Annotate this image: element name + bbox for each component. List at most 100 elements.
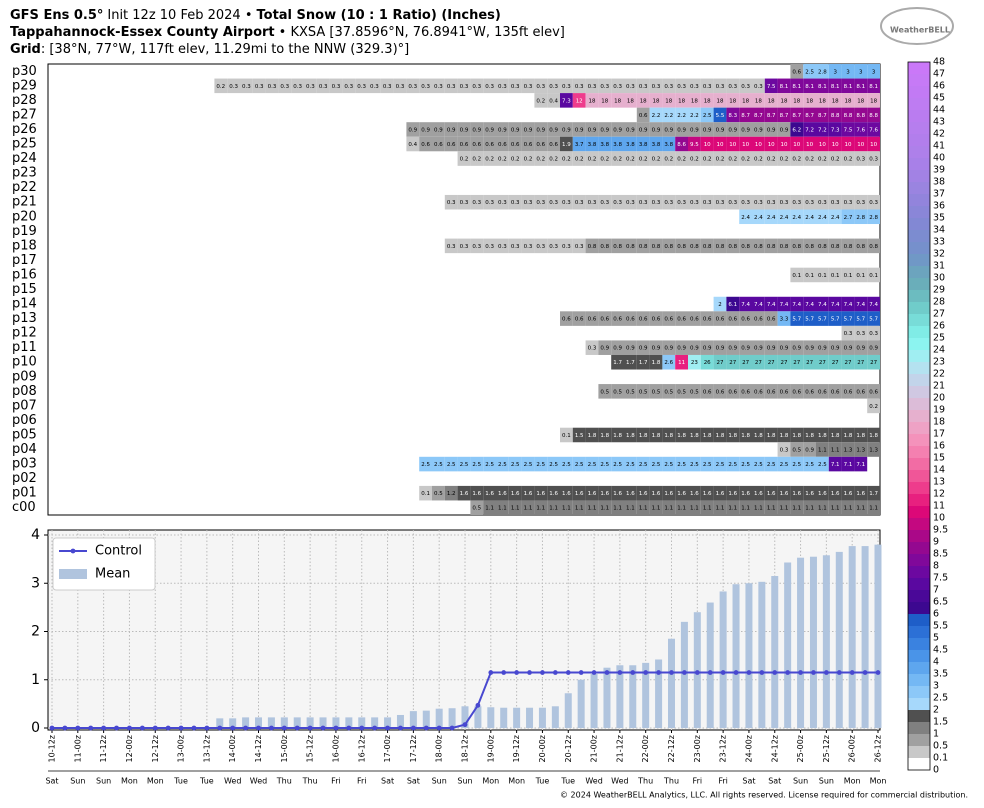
- cell: [636, 384, 650, 399]
- cell: [816, 107, 829, 123]
- colorbar-label: 31: [933, 261, 945, 272]
- cell: [713, 107, 727, 123]
- cell-label: 1.6: [703, 491, 712, 497]
- cell: [816, 194, 829, 210]
- colorbar-segment: [908, 158, 930, 170]
- cell: [867, 194, 880, 210]
- bar: [384, 717, 392, 728]
- cell: [598, 136, 612, 152]
- line-point: [746, 670, 752, 675]
- line-point: [385, 725, 390, 731]
- cell-label: 0.3: [549, 200, 558, 206]
- cell-label: 0.2: [818, 157, 827, 163]
- logo: WeatherBELL: [890, 26, 950, 35]
- bar: [797, 557, 805, 728]
- cell-label: 0.3: [869, 331, 878, 337]
- line-point: [617, 670, 623, 675]
- location: Tappahannock-Essex County Airport: [10, 25, 275, 40]
- cell-label: 1.1: [626, 506, 635, 512]
- cell: [726, 500, 740, 515]
- cell-label: 0.9: [728, 127, 737, 133]
- cell: [662, 384, 676, 399]
- cell: [470, 151, 484, 166]
- cell-label: 0.4: [408, 142, 417, 148]
- colorbar-segment: [908, 386, 930, 398]
- cell: [496, 194, 509, 210]
- row-label: p19: [12, 224, 37, 239]
- cell: [752, 209, 765, 225]
- cell: [764, 93, 778, 108]
- cell: [764, 122, 778, 137]
- row-label: p24: [12, 151, 37, 166]
- cell: [419, 456, 432, 472]
- cell: [662, 354, 676, 370]
- cell: [854, 442, 868, 457]
- cell: [572, 122, 586, 137]
- cell-label: 0.2: [703, 157, 712, 163]
- cell: [803, 78, 816, 94]
- day-label: Sun: [819, 777, 834, 786]
- cell: [598, 427, 612, 443]
- cell: [777, 93, 791, 108]
- row-label: p23: [12, 166, 37, 181]
- cell-label: 0.3: [447, 84, 456, 90]
- cell: [713, 296, 727, 312]
- cell: [854, 107, 868, 123]
- cell-label: 18: [793, 98, 800, 104]
- cell-label: 8.3: [728, 113, 737, 119]
- colorbar-segment: [908, 350, 930, 362]
- cell-label: 8.7: [792, 113, 801, 119]
- cell-label: 18: [819, 98, 826, 104]
- cell: [585, 427, 599, 443]
- cell: [560, 485, 573, 501]
- x-tick-label: 11-12z: [99, 735, 108, 762]
- cell-label: 3: [872, 69, 876, 75]
- bar: [680, 621, 688, 728]
- cell-label: 10: [755, 142, 762, 148]
- cell-label: 10: [717, 142, 724, 148]
- cell: [867, 398, 880, 414]
- cell-label: 1.6: [562, 491, 571, 497]
- cell: [675, 122, 688, 137]
- bar: [500, 707, 508, 728]
- cell: [496, 456, 509, 472]
- cell: [777, 456, 791, 472]
- colorbar-label: 27: [933, 309, 945, 320]
- bar: [448, 708, 456, 728]
- cell-label: 1.6: [588, 491, 597, 497]
- cell: [854, 296, 868, 312]
- cell: [816, 238, 829, 254]
- cell: [700, 500, 714, 515]
- cell-label: 0.3: [408, 84, 417, 90]
- colorbar-segment: [908, 566, 930, 578]
- cell: [470, 122, 484, 137]
- cell-label: 2.4: [754, 215, 763, 221]
- bar: [216, 718, 224, 728]
- cell: [560, 194, 573, 210]
- cell: [611, 456, 624, 472]
- cell: [700, 311, 714, 326]
- colorbar-label: 8.5: [933, 549, 948, 560]
- cell-label: 0.3: [498, 200, 507, 206]
- cell-label: 0.3: [575, 244, 584, 250]
- cell-label: 0.2: [549, 157, 558, 163]
- cell-label: 5.7: [844, 317, 853, 323]
- row-label: p05: [12, 427, 37, 442]
- bar: [306, 717, 314, 728]
- line-point: [256, 725, 261, 731]
- cell-label: 10: [781, 142, 788, 148]
- cell: [854, 456, 868, 472]
- bar: [255, 717, 262, 728]
- day-label: Mon: [844, 777, 861, 786]
- cell: [419, 78, 432, 94]
- line-point: [836, 670, 842, 675]
- cell: [611, 500, 624, 515]
- cell: [406, 122, 420, 137]
- cell-label: 3.8: [652, 142, 661, 148]
- cell: [816, 209, 829, 225]
- cell: [828, 354, 842, 370]
- cell: [649, 427, 663, 443]
- colorbar-label: 28: [933, 297, 945, 308]
- cell-label: 2.4: [767, 215, 776, 221]
- line-point: [785, 670, 791, 675]
